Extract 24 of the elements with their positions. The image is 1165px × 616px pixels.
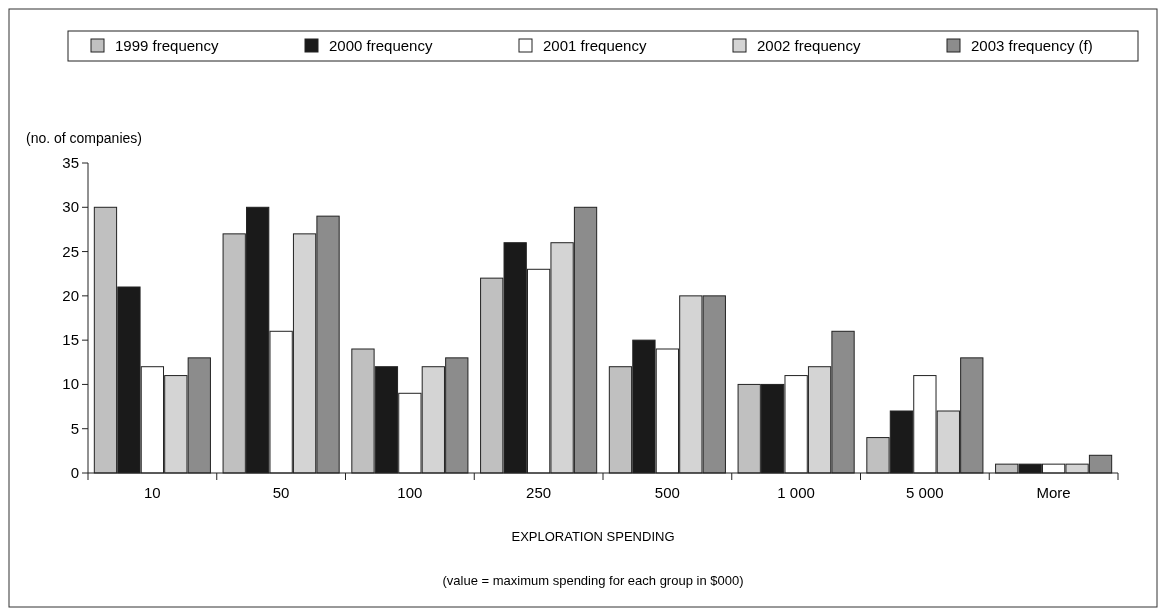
x-tick-label: 5 000 bbox=[906, 484, 944, 501]
x-tick-label: 50 bbox=[272, 484, 290, 501]
y-tick-label: 35 bbox=[62, 154, 79, 171]
text: (value = maximum spending for each group in $000) bbox=[442, 573, 744, 588]
x-tick-label: 100 bbox=[397, 484, 423, 501]
legend-label: 2002 frequency bbox=[757, 37, 861, 54]
legend-label: 2000 frequency bbox=[329, 37, 433, 54]
y-tick-label: 0 bbox=[70, 464, 79, 481]
x-tick-label: 10 bbox=[144, 484, 161, 501]
y-tick-label: 10 bbox=[62, 375, 79, 393]
y-tick-label: 5 bbox=[70, 419, 79, 437]
x-tick-label: More bbox=[1036, 484, 1071, 501]
y-axis-title: (no. of companies) bbox=[26, 130, 142, 146]
legend-label: 1999 frequency bbox=[115, 37, 219, 54]
x-tick-label: 1 000 bbox=[777, 484, 815, 501]
y-tick-label: 30 bbox=[62, 198, 79, 216]
legend-label: 2001 frequency bbox=[543, 37, 647, 54]
x-tick-label: 250 bbox=[526, 484, 552, 501]
x-axis-title: EXPLORATION SPENDING bbox=[511, 529, 675, 544]
x-tick-label: 500 bbox=[654, 484, 680, 501]
legend-label: 2003 frequency (f) bbox=[971, 37, 1093, 54]
y-tick-label: 15 bbox=[62, 331, 79, 349]
y-tick-label: 25 bbox=[62, 242, 79, 260]
y-tick-label: 20 bbox=[62, 286, 79, 304]
